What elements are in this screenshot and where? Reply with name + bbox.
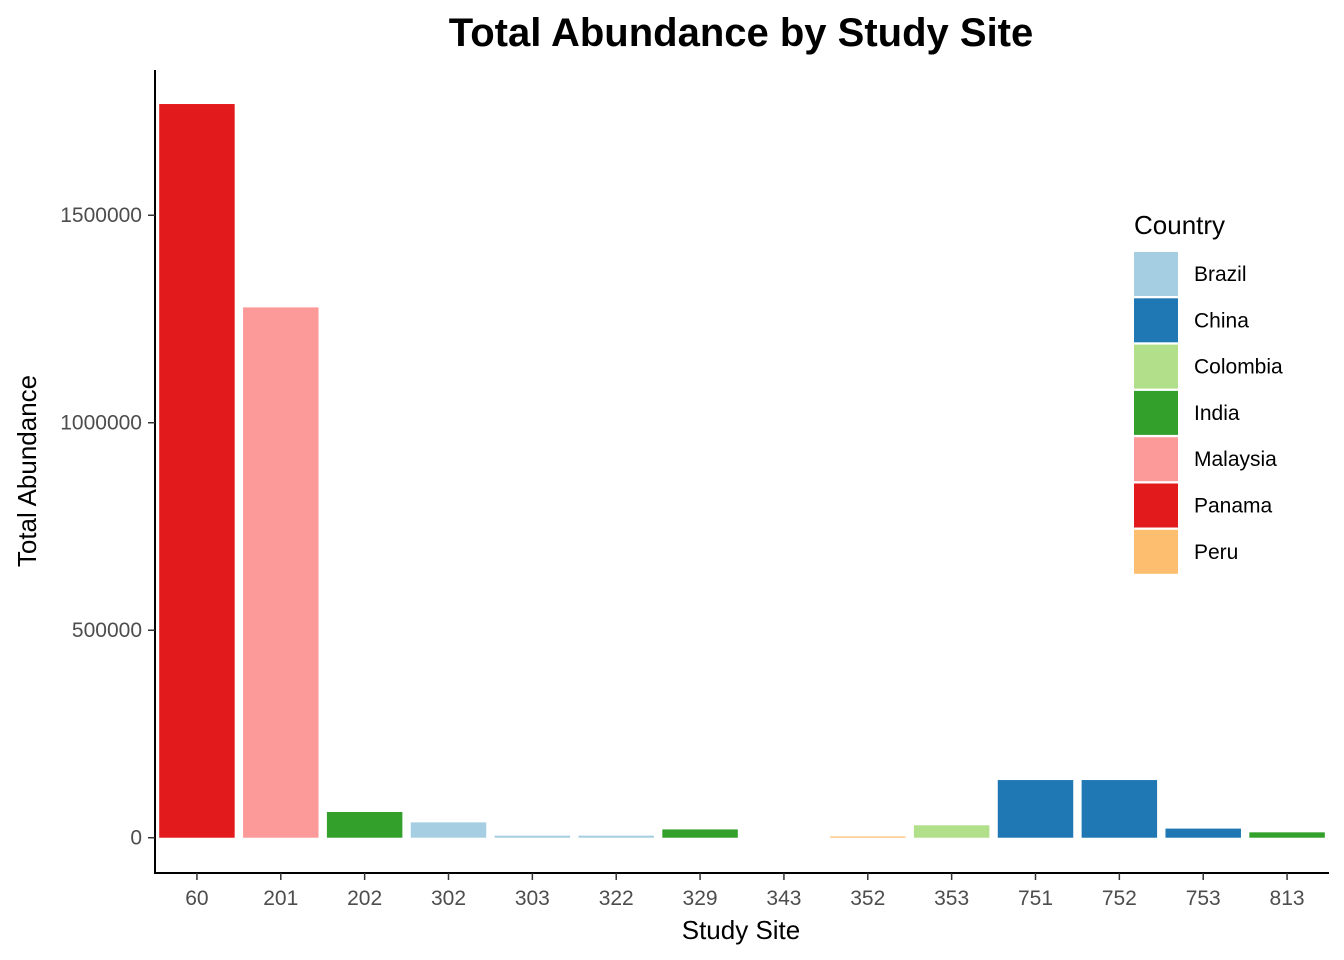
bar-site-813 — [1249, 832, 1325, 838]
legend: Country Brazil China Colombia India Malaysia… — [1134, 210, 1283, 574]
legend-key-malaysia — [1134, 437, 1178, 482]
plot-area: 0 500000 1000000 1500000 60 201 202 302 303 322 3… — [60, 70, 1329, 910]
y-tick-label: 1000000 — [60, 412, 142, 435]
x-tick-label: 813 — [1270, 887, 1305, 910]
x-tick-label: 302 — [431, 887, 466, 910]
bar-site-353 — [913, 825, 990, 838]
bar-site-201 — [243, 307, 319, 838]
legend-title: Country — [1134, 210, 1225, 240]
legend-key-colombia — [1134, 344, 1178, 389]
bar-site-322 — [578, 835, 654, 838]
legend-label-panama: Panama — [1194, 495, 1273, 518]
bar-site-752 — [1081, 780, 1158, 838]
bars-group — [159, 104, 1325, 838]
x-tick-label: 752 — [1102, 887, 1137, 910]
legend-label-colombia: Colombia — [1194, 356, 1283, 379]
legend-key-panama — [1134, 483, 1178, 528]
bar-site-753 — [1165, 828, 1241, 838]
y-tick-label: 0 — [130, 827, 142, 850]
x-tick-label: 202 — [347, 887, 382, 910]
bar-site-751 — [997, 780, 1074, 838]
x-tick-label: 753 — [1186, 887, 1221, 910]
x-tick-label: 60 — [185, 887, 208, 910]
x-tick-label: 353 — [934, 887, 969, 910]
y-axis-ticks: 0 500000 1000000 1500000 — [60, 204, 155, 850]
legend-label-brazil: Brazil — [1194, 263, 1247, 286]
x-tick-label: 201 — [263, 887, 298, 910]
x-tick-label: 322 — [599, 887, 634, 910]
x-axis-ticks: 60 201 202 302 303 322 329 343 352 353 751 752 753 81… — [185, 873, 1305, 910]
bar-site-202 — [326, 811, 403, 838]
y-tick-label: 1500000 — [60, 204, 142, 227]
legend-label-china: China — [1194, 309, 1249, 332]
x-tick-label: 751 — [1018, 887, 1053, 910]
x-axis-title: Study Site — [682, 915, 801, 945]
x-tick-label: 329 — [683, 887, 718, 910]
legend-key-india — [1134, 390, 1178, 435]
bar-site-60 — [159, 104, 235, 838]
legend-label-peru: Peru — [1194, 541, 1238, 564]
legend-key-peru — [1134, 529, 1178, 574]
bar-site-329 — [662, 829, 738, 838]
x-tick-label: 343 — [766, 887, 801, 910]
chart-title: Total Abundance by Study Site — [449, 11, 1034, 55]
x-tick-label: 352 — [850, 887, 885, 910]
legend-label-india: India — [1194, 402, 1240, 425]
y-tick-label: 500000 — [72, 619, 142, 642]
legend-key-brazil — [1134, 252, 1178, 296]
bar-site-303 — [494, 835, 571, 838]
y-axis-title: Total Abundance — [12, 375, 42, 567]
legend-items: Brazil China Colombia India Malaysia Panama Pe… — [1134, 252, 1283, 574]
bar-site-302 — [410, 822, 487, 838]
legend-label-malaysia: Malaysia — [1194, 448, 1277, 471]
x-tick-label: 303 — [515, 887, 550, 910]
bar-site-352 — [830, 836, 906, 838]
legend-key-china — [1134, 298, 1178, 343]
